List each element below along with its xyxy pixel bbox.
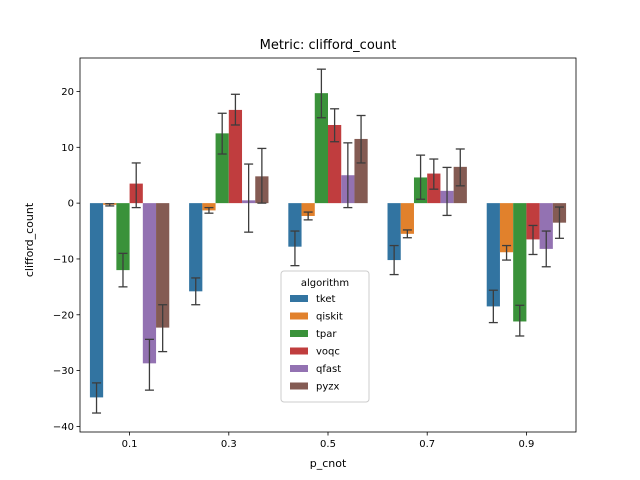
y-tick-label: 20 <box>61 87 74 98</box>
error-bar-pyzx-0.7 <box>455 148 465 187</box>
error-bar-tket-0.1 <box>92 382 102 414</box>
axes-layer: −40 −30 −20 −10 0 10 20 0.1 0.3 0.5 0.7 0.9 <box>53 57 577 450</box>
bar-tpar-0.3 <box>215 133 229 204</box>
error-bar-qiskit-0.9 <box>502 244 512 261</box>
error-bar-voqc-0.1 <box>131 162 141 209</box>
error-bar-voqc-0.5 <box>330 108 340 143</box>
y-tick-label: 0 <box>68 199 74 210</box>
bar-qiskit-0.3 <box>202 203 216 211</box>
error-bar-qiskit-0.3 <box>204 206 214 214</box>
error-bar-tpar-0.9 <box>515 304 525 337</box>
error-bar-tket-0.5 <box>290 230 300 267</box>
error-bar-tket-0.3 <box>191 277 201 306</box>
legend-label-qiskit: qiskit <box>316 312 343 323</box>
legend-label-qfast: qfast <box>316 364 341 375</box>
x-axis-title: p_cnot <box>310 457 347 470</box>
y-tick-label: −30 <box>53 366 74 377</box>
legend: algorithm tket qiskit tpar voqc qfast pyzx <box>280 270 370 403</box>
error-bar-tpar-0.1 <box>118 252 128 288</box>
bar-qfast-0.9 <box>539 203 553 249</box>
error-bar-pyzx-0.5 <box>356 114 366 164</box>
legend-title: algorithm <box>301 278 349 289</box>
error-bar-tpar-0.3 <box>217 112 227 155</box>
y-tick-label: −20 <box>53 310 74 321</box>
error-bar-voqc-0.7 <box>429 158 439 190</box>
bar-qiskit-0.9 <box>499 203 514 253</box>
y-tick-label: −10 <box>53 254 74 265</box>
error-bar-tpar-0.7 <box>416 154 426 200</box>
legend-label-voqc: voqc <box>316 347 340 358</box>
legend-swatch-qiskit <box>290 312 308 320</box>
bar-qiskit-0.7 <box>400 203 414 234</box>
x-tick-label: 0.7 <box>419 439 435 450</box>
legend-swatch-voqc <box>290 347 308 355</box>
legend-swatch-tpar <box>290 330 308 337</box>
y-axis-title: clifford_count <box>23 202 36 277</box>
chart-title: Metric: clifford_count <box>260 38 397 53</box>
error-bar-qfast-0.1 <box>144 338 154 391</box>
bar-qiskit-0.5 <box>301 203 315 216</box>
x-tick-label: 0.1 <box>122 439 138 450</box>
error-bar-voqc-0.9 <box>528 224 538 256</box>
error-bar-pyzx-0.3 <box>257 147 267 204</box>
x-tick-label: 0.5 <box>320 439 336 450</box>
x-tick-label: 0.3 <box>221 439 237 450</box>
error-bar-tket-0.9 <box>488 289 498 324</box>
error-bars-layer <box>92 68 564 414</box>
bar-pyzx-0.5 <box>354 138 368 204</box>
error-bar-qiskit-0.7 <box>402 229 412 239</box>
error-bar-qfast-0.3 <box>244 163 254 233</box>
legend-swatch-qfast <box>290 365 308 372</box>
bar-tket-0.9 <box>486 203 500 307</box>
legend-label-tpar: tpar <box>316 329 337 340</box>
bar-tpar-0.5 <box>314 93 328 204</box>
error-bar-qfast-0.7 <box>442 166 452 217</box>
legend-swatch-pyzx <box>290 382 308 390</box>
bar-voqc-0.5 <box>328 124 342 204</box>
bar-tket-0.1 <box>89 203 104 398</box>
bar-tket-0.5 <box>288 203 302 247</box>
y-tick-label: 10 <box>61 143 74 154</box>
error-bar-qiskit-0.1 <box>105 203 115 207</box>
legend-label-pyzx: pyzx <box>316 382 340 393</box>
bar-voqc-0.3 <box>228 109 243 204</box>
bar-tpar-0.9 <box>513 203 527 322</box>
error-bar-tpar-0.5 <box>316 68 326 119</box>
x-tick-label: 0.9 <box>518 439 534 450</box>
error-bar-pyzx-0.9 <box>554 206 564 239</box>
error-bar-tket-0.7 <box>389 244 399 276</box>
error-bar-qiskit-0.5 <box>303 211 313 221</box>
error-bar-qfast-0.5 <box>343 142 353 209</box>
error-bar-qfast-0.9 <box>541 230 551 268</box>
error-bar-pyzx-0.1 <box>158 304 168 353</box>
error-bar-voqc-0.3 <box>230 93 240 126</box>
bar-tket-0.3 <box>189 203 203 292</box>
legend-label-tket: tket <box>316 294 336 305</box>
bar-qfast-0.1 <box>142 203 157 364</box>
bars-layer <box>89 93 567 398</box>
bar-voqc-0.9 <box>526 203 540 240</box>
legend-swatch-tket <box>290 295 308 302</box>
y-tick-label: −40 <box>53 422 74 433</box>
bar-pyzx-0.1 <box>156 203 170 328</box>
